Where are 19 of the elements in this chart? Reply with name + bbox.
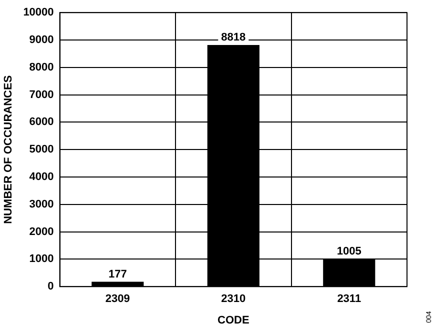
x-tick-label: 2309 [105, 293, 130, 306]
y-tick-label: 8000 [29, 61, 54, 74]
y-axis-title: NUMBER OF OCCURANCES [2, 75, 15, 224]
y-tick-label: 0 [48, 280, 54, 293]
x-axis-title: CODE [218, 314, 250, 326]
y-tick-label: 5000 [29, 144, 54, 156]
y-tick-label: 9000 [29, 34, 54, 46]
y-tick-label: 4000 [29, 171, 54, 184]
x-tick-label: 2311 [337, 293, 362, 306]
data-label: 8818 [221, 32, 246, 44]
data-label: 177 [108, 268, 127, 280]
y-tick-label: 6000 [29, 116, 54, 128]
x-tick-label: 2310 [221, 293, 246, 306]
y-tick-label: 3000 [29, 198, 54, 210]
y-tick-label: 1000 [29, 253, 54, 266]
y-tick-label: 2000 [29, 226, 54, 238]
data-label: 1005 [336, 246, 362, 258]
y-tick-label: 10000 [23, 6, 54, 19]
y-tick-label: 7000 [29, 88, 54, 101]
